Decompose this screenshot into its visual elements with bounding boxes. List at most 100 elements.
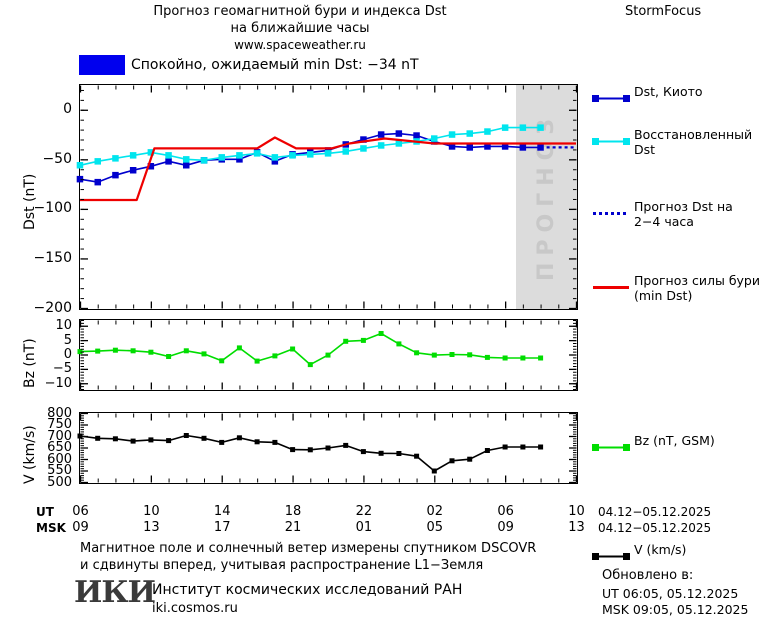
ut-date: 04.12−05.12.2025 — [598, 505, 712, 519]
data-point — [325, 445, 331, 451]
data-point — [129, 167, 137, 174]
data-point — [431, 468, 437, 474]
data-point — [307, 151, 314, 158]
legend-swatch-dst-restored — [592, 132, 630, 145]
data-point — [112, 155, 119, 162]
ut-tick-label: 22 — [355, 504, 373, 519]
data-point — [148, 437, 154, 443]
page-subtitle: на ближайшие часы — [230, 21, 370, 36]
data-point — [395, 140, 403, 147]
legend-label-v-legend: V (km/s) — [634, 542, 687, 557]
data-point — [200, 157, 208, 164]
data-point — [360, 449, 366, 455]
iki-logo: ИКИ — [74, 575, 156, 610]
legend-swatch-dst-forecast — [592, 204, 630, 215]
data-point — [253, 150, 261, 157]
data-point — [484, 128, 491, 135]
data-point — [342, 148, 349, 155]
y-tick-label: −10 — [44, 375, 72, 391]
y-tick-label: 800 — [47, 405, 72, 421]
data-point — [272, 439, 278, 445]
data-point — [148, 349, 154, 355]
data-point — [112, 436, 118, 442]
chart-legend: Dst, Киото Восстановленный Dst Прогноз Dst… — [592, 84, 760, 560]
institute-url[interactable]: iki.cosmos.ru — [152, 601, 238, 616]
msk-tick-label: 13 — [568, 520, 585, 535]
data-point — [343, 338, 349, 344]
forecast-region: ПРОГНОЗ — [516, 85, 577, 309]
data-point — [377, 131, 385, 138]
data-point — [290, 447, 296, 453]
data-point — [130, 348, 136, 354]
data-point — [519, 124, 527, 131]
legend-swatch-storm-strength — [592, 278, 630, 289]
data-point — [166, 354, 172, 359]
series-line-bz-nt-gsm- — [79, 332, 541, 366]
data-point — [519, 144, 527, 151]
data-point — [360, 136, 367, 143]
data-point — [77, 349, 83, 355]
data-point — [307, 362, 313, 368]
data-point — [448, 143, 456, 150]
y-tick-label: 10 — [55, 318, 72, 334]
legend-item-v-legend: V (km/s) — [592, 542, 760, 560]
ut-tick-label: 02 — [426, 504, 444, 519]
data-point — [484, 143, 491, 150]
msk-tick-label: 09 — [72, 520, 89, 535]
data-point — [377, 142, 385, 149]
data-point — [236, 435, 242, 441]
data-point — [360, 145, 367, 152]
y-tick-label: 500 — [47, 474, 72, 490]
data-point — [449, 458, 455, 464]
data-point — [272, 353, 278, 359]
data-point — [95, 348, 101, 354]
data-point — [520, 444, 526, 450]
data-point — [219, 358, 225, 364]
data-point — [414, 350, 420, 356]
data-point — [431, 352, 437, 358]
data-point — [129, 152, 137, 159]
data-point — [413, 132, 420, 139]
legend-swatch-v-legend — [592, 547, 630, 560]
legend-swatch-dst-kyoto — [592, 89, 630, 102]
data-point — [395, 130, 403, 137]
data-point — [467, 352, 473, 358]
y-tick-label: −200 — [33, 299, 72, 316]
data-point — [307, 447, 313, 453]
y-tick-label: −50 — [42, 150, 72, 167]
data-point — [537, 124, 544, 131]
data-point — [183, 433, 189, 438]
data-point — [502, 355, 508, 361]
data-point — [165, 158, 172, 165]
data-point — [94, 158, 101, 165]
data-point — [236, 156, 243, 163]
legend-label-dst-kyoto: Dst, Киото — [634, 84, 703, 99]
legend-swatch-bz-legend — [592, 438, 630, 451]
data-point — [448, 131, 456, 138]
data-point — [130, 438, 136, 444]
msk-tick-label: 09 — [497, 520, 514, 535]
y-tick-label: 0 — [63, 347, 72, 362]
data-point — [325, 352, 331, 358]
data-point — [449, 352, 455, 357]
legend-label-bz-legend: Bz (nT, GSM) — [634, 433, 715, 448]
msk-tick-label: 13 — [143, 520, 160, 535]
data-point — [218, 154, 225, 161]
y-tick-label: 550 — [47, 463, 72, 478]
legend-item-storm-strength: Прогноз силы бури (min Dst) — [592, 273, 760, 303]
bz-plot — [77, 319, 578, 391]
data-point — [501, 143, 509, 150]
brand-label: StormFocus — [625, 4, 702, 19]
y-tick-label: 700 — [47, 428, 72, 444]
data-point — [94, 178, 101, 186]
data-point — [254, 358, 260, 364]
msk-tick-label: 05 — [426, 520, 444, 535]
data-point — [324, 150, 332, 157]
data-point — [414, 453, 420, 459]
data-point — [290, 346, 296, 352]
data-point — [271, 154, 279, 161]
data-point — [76, 162, 84, 169]
data-point — [201, 351, 207, 357]
data-point — [219, 439, 225, 445]
legend-item-dst-kyoto: Dst, Киото — [592, 84, 760, 102]
